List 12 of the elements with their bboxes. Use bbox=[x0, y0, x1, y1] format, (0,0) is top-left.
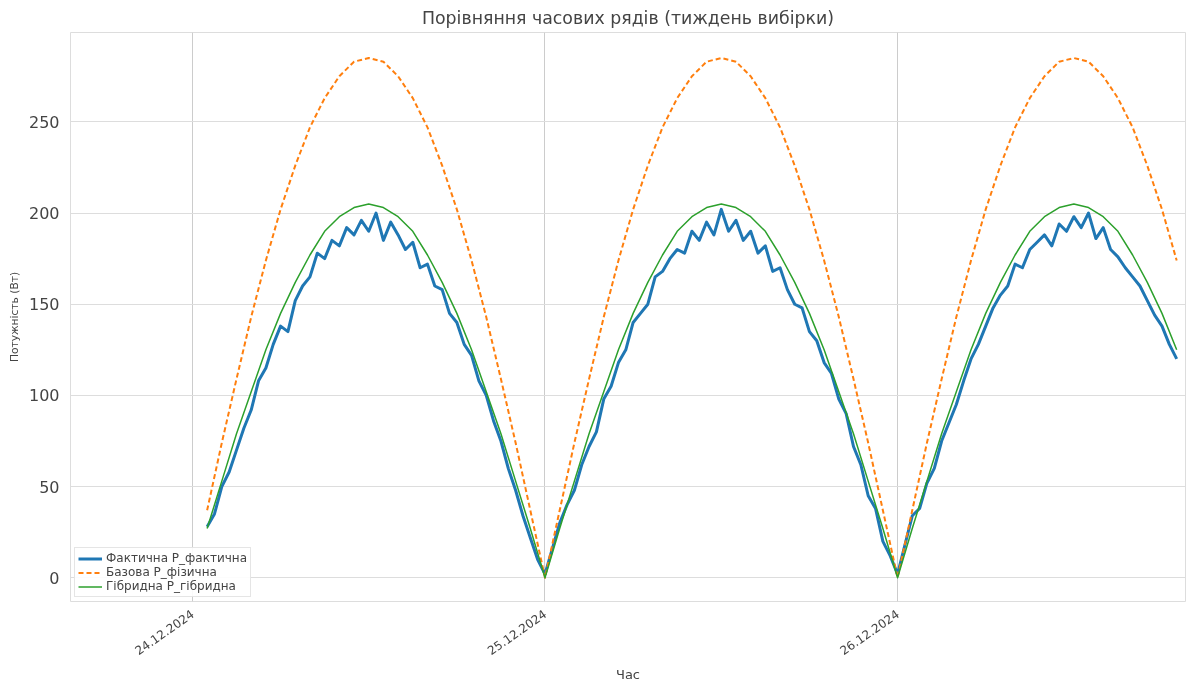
legend-label: Фактична P_фактична bbox=[106, 551, 247, 565]
y-axis-title: Потужність (Вт) bbox=[7, 271, 21, 363]
y-tick-label: 200 bbox=[28, 204, 60, 224]
legend-label: Базова P_фізична bbox=[106, 565, 217, 579]
x-axis-title: Час bbox=[615, 667, 641, 683]
y-tick-label: 250 bbox=[28, 112, 60, 132]
y-tick-label: 150 bbox=[28, 295, 60, 315]
legend-label: Гібридна P_гібридна bbox=[106, 579, 236, 593]
y-tick-label: 0 bbox=[49, 568, 60, 588]
chart-title: Порівняння часових рядів (тиждень вибірки) bbox=[421, 7, 835, 28]
y-tick-label: 100 bbox=[28, 386, 60, 406]
y-tick-label: 50 bbox=[39, 477, 60, 497]
